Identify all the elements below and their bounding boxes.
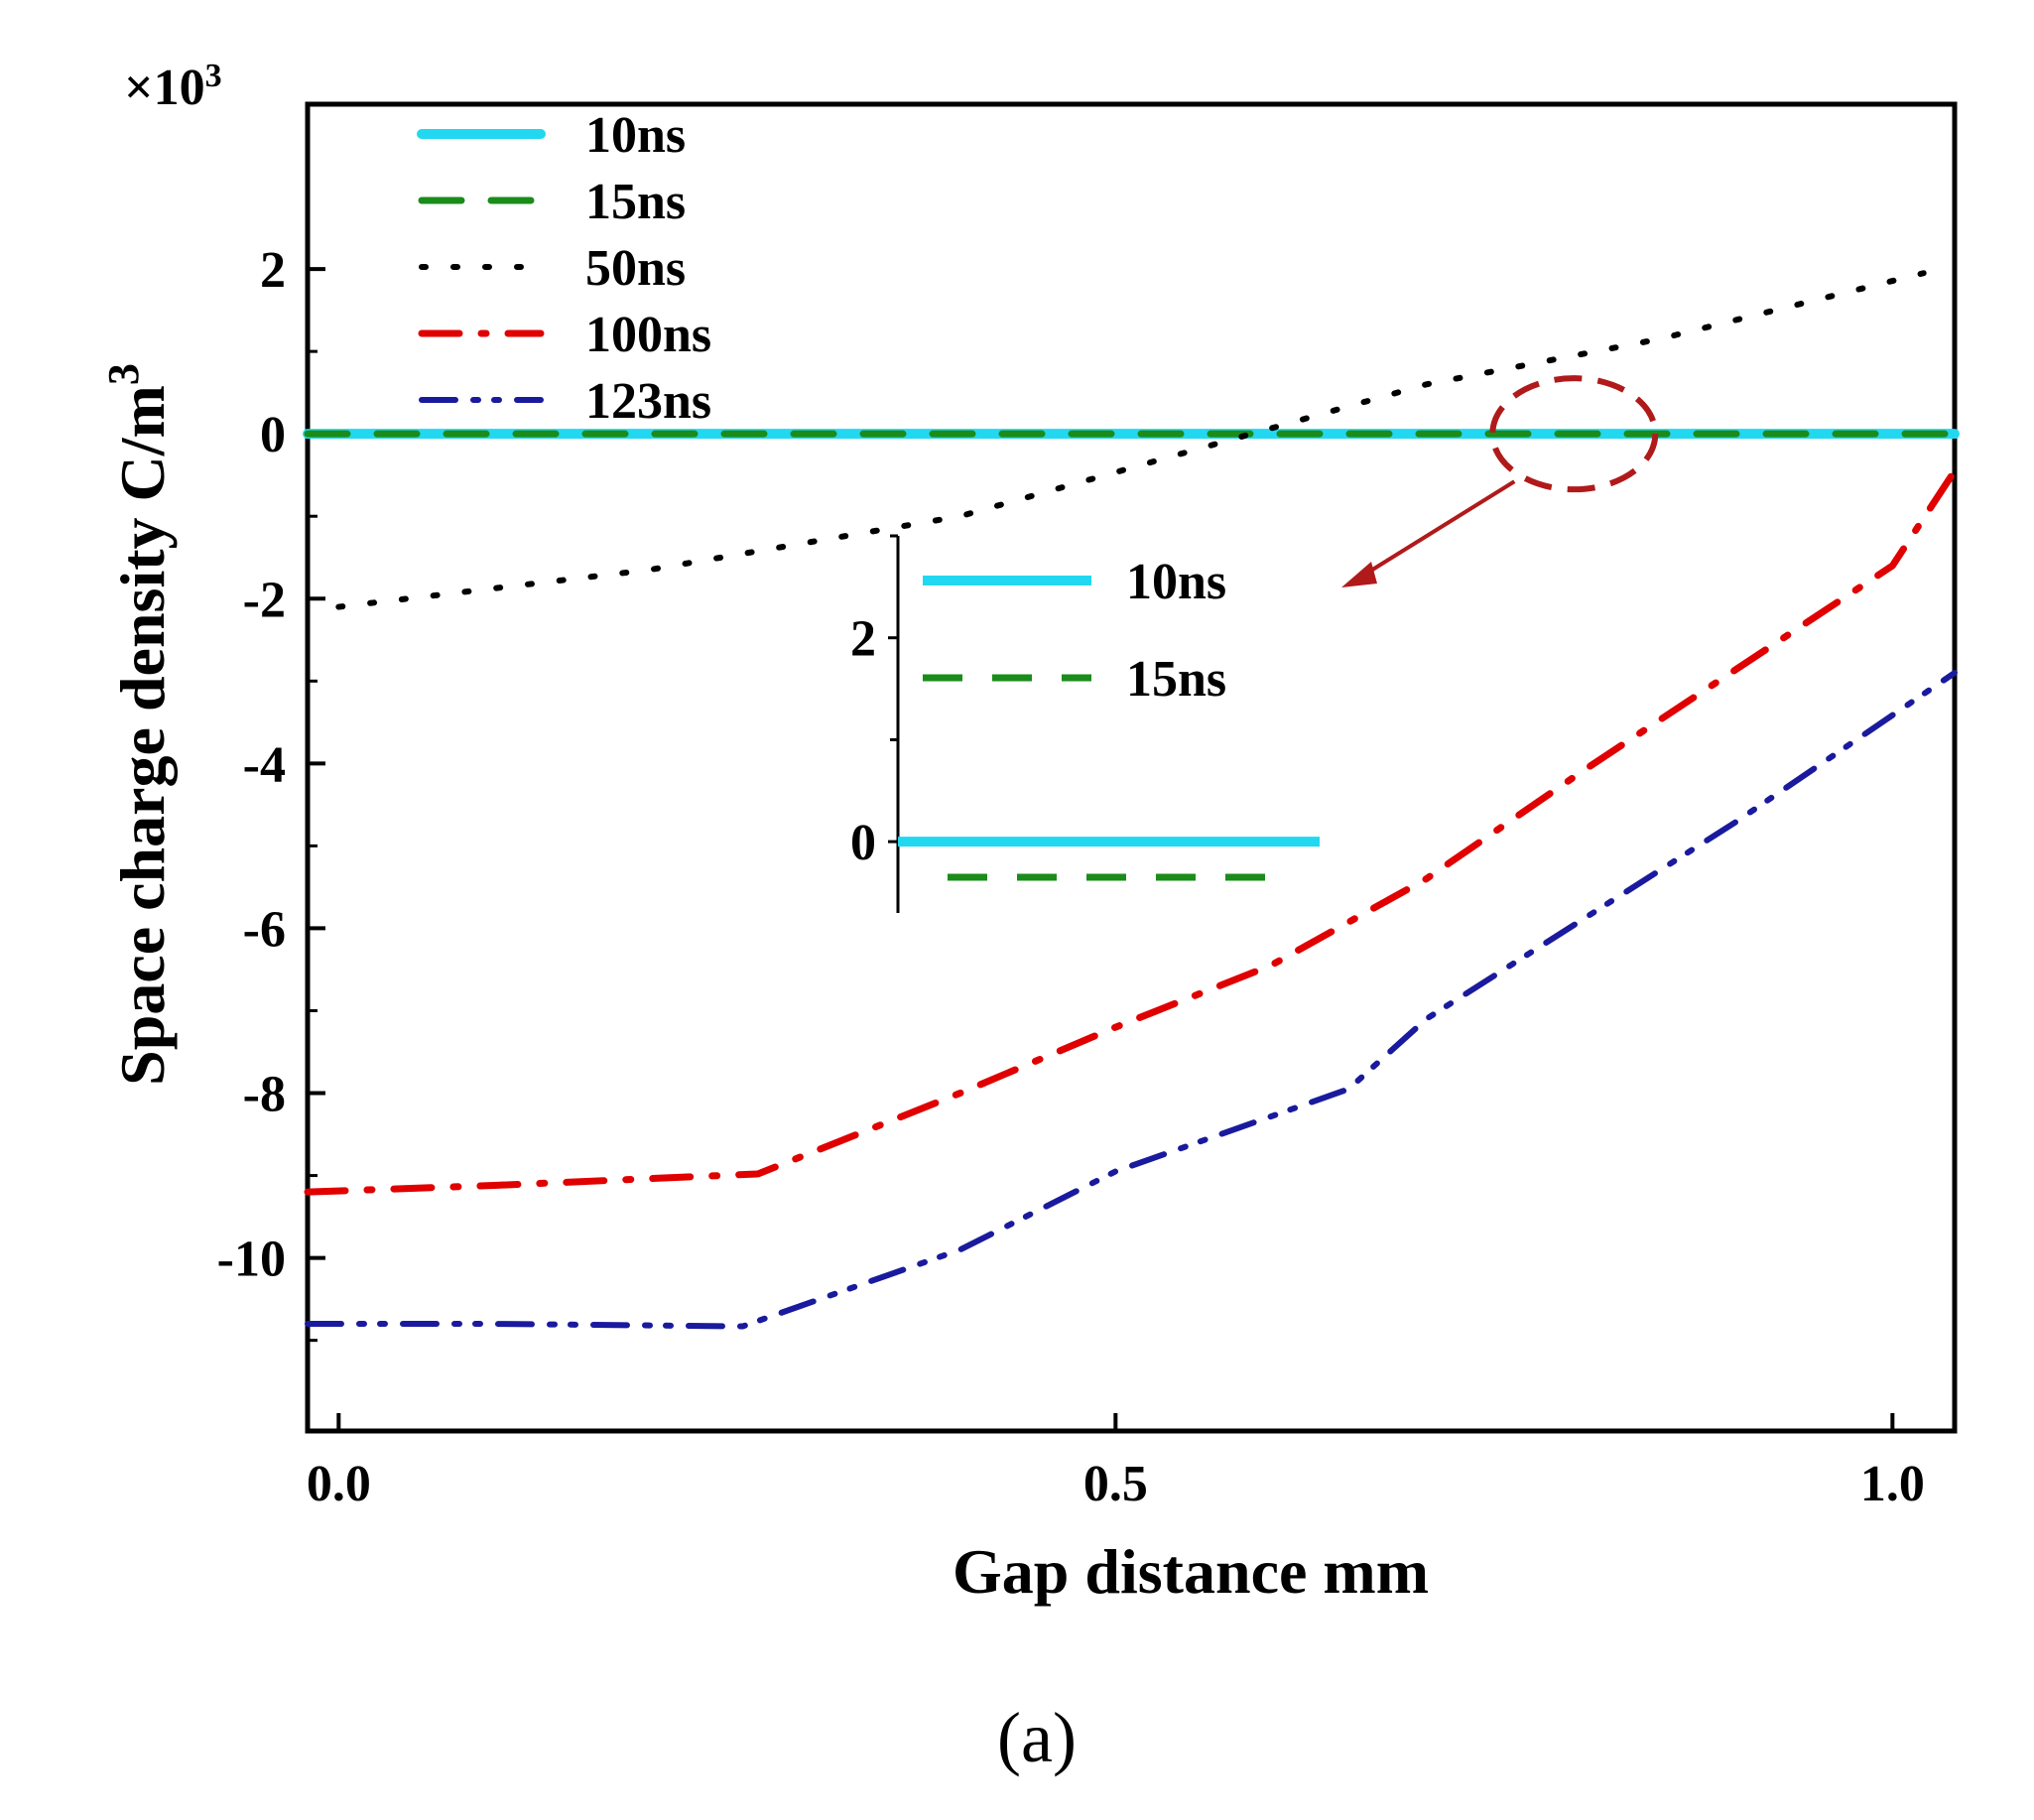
inset-legend-label-15ns: 15ns: [1126, 651, 1226, 708]
series-lines: [303, 270, 1960, 1330]
series-line-100ns: [304, 467, 1959, 1196]
inset-y-tick-label: 2: [850, 611, 876, 668]
y-tick-label: 0: [260, 407, 286, 463]
legend-label-15ns: 15ns: [585, 174, 686, 230]
x-axis-title: Gap distance mm: [953, 1536, 1429, 1607]
y-multiplier: ×103: [124, 58, 222, 116]
y-axis-title: Space charge density C/m3: [99, 363, 178, 1086]
zoom-arrow-shaft: [1351, 479, 1516, 584]
y-multiplier-base: ×10: [124, 60, 205, 116]
legend-label-123ns: 123ns: [585, 373, 711, 430]
zoom-ellipse: [1489, 375, 1659, 493]
series-line-123ns: [305, 670, 1958, 1330]
y-tick-label: -4: [243, 736, 286, 793]
inset-plot: 2 0 10ns 15ns: [850, 534, 1320, 913]
plot-area: [305, 101, 1958, 1434]
inset-legend-label-10ns: 10ns: [1126, 554, 1226, 610]
legend-label-100ns: 100ns: [585, 307, 711, 363]
y-tick-label: 2: [260, 242, 286, 299]
panel-label: (a): [997, 1698, 1077, 1777]
zoom-annotation: [1341, 375, 1659, 587]
y-tick-label: -6: [243, 901, 286, 958]
x-tick-label: 1.0: [1860, 1456, 1925, 1512]
x-tick-label: 0.5: [1083, 1456, 1148, 1512]
legend-label-10ns: 10ns: [585, 107, 686, 164]
zoom-arrow-head: [1341, 562, 1377, 587]
y-axis-title-sup: 3: [99, 363, 148, 385]
y-tick-label: -2: [243, 572, 286, 628]
axis-ticks: 2 0 -2 -4 -6 -8 -10 0.0 0.5 1.0: [217, 242, 1925, 1512]
legend: 10ns 15ns 50ns 100ns 123ns: [417, 107, 711, 430]
plot-frame: [305, 101, 1958, 1434]
legend-label-50ns: 50ns: [585, 240, 686, 297]
y-axis-title-text: Space charge density C/m: [107, 385, 178, 1086]
y-tick-label: -8: [243, 1067, 286, 1123]
inset-y-tick-label: 0: [850, 815, 876, 871]
y-multiplier-exp: 3: [205, 58, 222, 94]
y-tick-label: -10: [217, 1232, 286, 1288]
x-tick-label: 0.0: [307, 1456, 371, 1512]
